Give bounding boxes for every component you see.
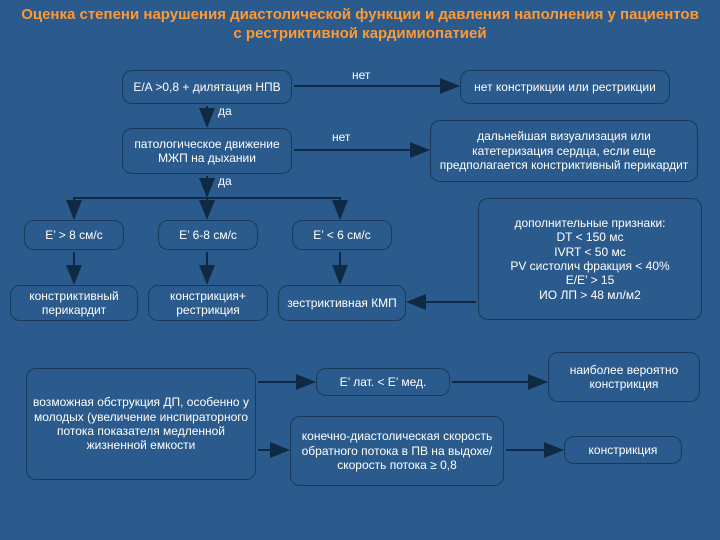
page-title: Оценка степени нарушения диастолической … <box>20 6 700 44</box>
node-e-lt-6: E’ < 6 см/с <box>292 220 392 250</box>
node-constrictive-pericarditis: констриктивный перикардит <box>10 285 138 321</box>
label-no-2: нет <box>332 130 350 144</box>
node-pathologic-motion: патологическое движение МЖП на дыхании <box>122 128 292 174</box>
node-further-visualization: дальнейшая визуализация или катетеризаци… <box>430 120 698 182</box>
node-ea-dilatation: E/A >0,8 + дилятация НПВ <box>122 70 292 104</box>
node-additional-signs: дополнительные признаки: DT < 150 мс IVR… <box>478 198 702 320</box>
node-end-diastolic-velocity: конечно-диастолическая скорость обратног… <box>290 416 504 486</box>
node-constriction-restriction: констрикция+ рестрикция <box>148 285 268 321</box>
label-yes-2: да <box>218 174 232 188</box>
node-possible-obstruction: возможная обструкция ДП, особенно у моло… <box>26 368 256 480</box>
node-e-gt-8: E’ > 8 см/с <box>24 220 124 250</box>
node-most-likely-constriction: наиболее вероятно констрикция <box>548 352 700 402</box>
node-restrictive-cmp: зестриктивная КМП <box>278 285 406 321</box>
label-no-1: нет <box>352 68 370 82</box>
label-yes-1: да <box>218 104 232 118</box>
node-no-constriction: нет констрикции или рестрикции <box>460 70 670 104</box>
node-constriction: констрикция <box>564 436 682 464</box>
node-e-6-8: E’ 6-8 см/с <box>158 220 258 250</box>
node-e-lat-med: E’ лат. < E’ мед. <box>316 368 450 396</box>
